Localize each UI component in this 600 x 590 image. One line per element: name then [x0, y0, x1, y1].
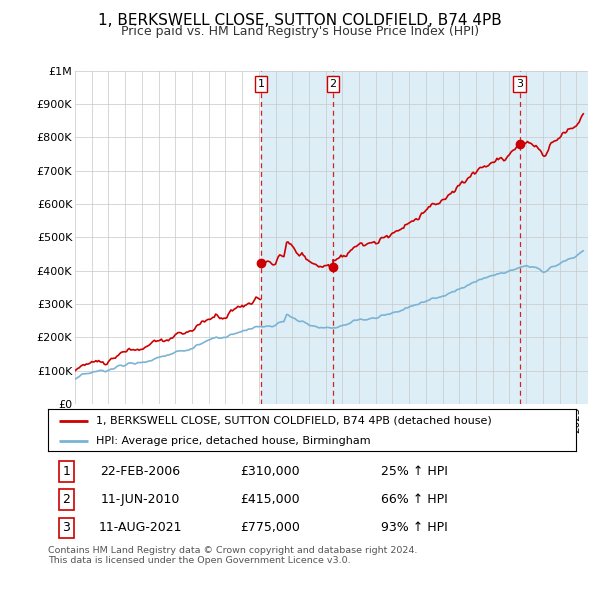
Text: 1, BERKSWELL CLOSE, SUTTON COLDFIELD, B74 4PB (detached house): 1, BERKSWELL CLOSE, SUTTON COLDFIELD, B7…	[95, 416, 491, 426]
Text: 2: 2	[62, 493, 70, 506]
Text: 93% ↑ HPI: 93% ↑ HPI	[380, 522, 448, 535]
Bar	[333, 71, 520, 404]
Text: 25% ↑ HPI: 25% ↑ HPI	[380, 465, 448, 478]
Text: 11-AUG-2021: 11-AUG-2021	[98, 522, 182, 535]
Text: 1: 1	[62, 465, 70, 478]
Text: Price paid vs. HM Land Registry's House Price Index (HPI): Price paid vs. HM Land Registry's House …	[121, 25, 479, 38]
Text: £415,000: £415,000	[240, 493, 299, 506]
Text: 22-FEB-2006: 22-FEB-2006	[100, 465, 181, 478]
Bar	[261, 71, 333, 404]
Text: 66% ↑ HPI: 66% ↑ HPI	[380, 493, 448, 506]
Text: Contains HM Land Registry data © Crown copyright and database right 2024.
This d: Contains HM Land Registry data © Crown c…	[48, 546, 418, 565]
Text: HPI: Average price, detached house, Birmingham: HPI: Average price, detached house, Birm…	[95, 436, 370, 445]
Text: 1, BERKSWELL CLOSE, SUTTON COLDFIELD, B74 4PB: 1, BERKSWELL CLOSE, SUTTON COLDFIELD, B7…	[98, 13, 502, 28]
Text: £310,000: £310,000	[240, 465, 299, 478]
Text: 3: 3	[516, 79, 523, 89]
Text: 1: 1	[257, 79, 265, 89]
Text: £775,000: £775,000	[240, 522, 299, 535]
Text: 3: 3	[62, 522, 70, 535]
Text: 2: 2	[329, 79, 337, 89]
Bar	[520, 71, 593, 404]
Text: 11-JUN-2010: 11-JUN-2010	[101, 493, 180, 506]
